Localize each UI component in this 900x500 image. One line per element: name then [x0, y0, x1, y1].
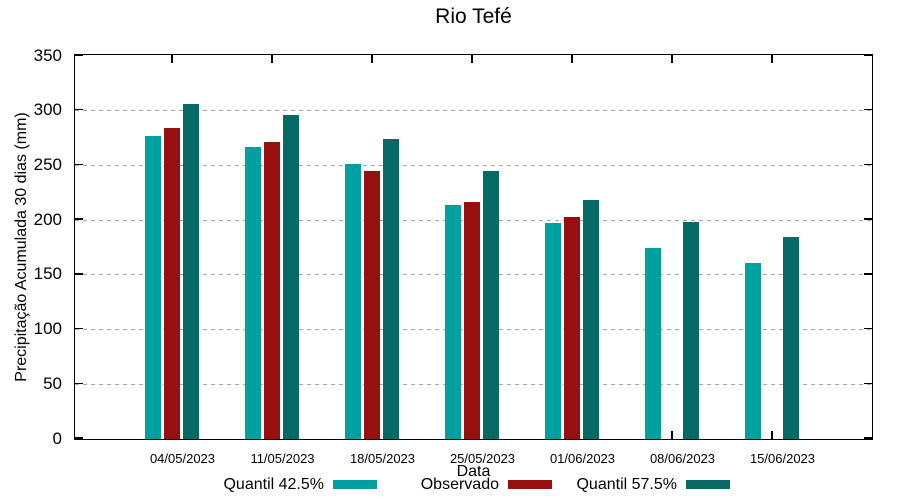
y-tick: [75, 437, 83, 439]
y-tick: [864, 218, 872, 220]
y-tick-label: 300: [33, 100, 62, 120]
y-tick: [75, 327, 83, 330]
legend-swatch-observado: [508, 479, 552, 489]
chart-title: Rio Tefé: [435, 5, 512, 28]
y-axis-label: Precipitação Acumulada 30 dias (mm): [13, 112, 30, 382]
legend-entry-observado: Observado: [420, 475, 552, 493]
y-tick: [864, 54, 872, 56]
y-gridline-250: [75, 164, 872, 166]
x-tick: [171, 55, 173, 63]
x-tick: [671, 431, 673, 439]
y-gridline-300: [75, 110, 872, 112]
y-tick: [864, 108, 872, 111]
bar-quantil-57-5-15-06-2023: [783, 236, 799, 439]
legend-entry-quantil-42-5: Quantil 42.5%: [223, 475, 377, 493]
bar-quantil-57-5-01-06-2023: [583, 200, 599, 439]
y-tick-label: 150: [33, 264, 62, 284]
x-tick: [771, 55, 773, 63]
bar-observado-18-05-2023: [364, 170, 380, 439]
x-tick-label: 01/06/2023: [549, 451, 616, 466]
y-tick-label: 250: [33, 154, 62, 174]
y-tick: [75, 273, 83, 275]
bar-quantil-42-5-25-05-2023: [445, 204, 461, 439]
x-tick: [271, 55, 273, 63]
y-tick-label: 100: [33, 319, 62, 339]
x-tick: [771, 431, 773, 439]
y-tick: [864, 382, 872, 385]
bar-quantil-42-5-11-05-2023: [245, 146, 261, 439]
x-tick: [671, 55, 673, 63]
legend-label: Observado: [420, 475, 499, 493]
x-axis-label: Data: [456, 463, 491, 480]
bar-quantil-57-5-11-05-2023: [283, 115, 299, 439]
y-tick-label: 0: [52, 428, 62, 448]
x-tick: [471, 55, 473, 63]
y-tick: [75, 108, 83, 111]
x-tick-label: 25/05/2023: [449, 451, 516, 466]
x-tick: [571, 55, 573, 63]
y-tick: [75, 218, 83, 220]
x-tick-label: 18/05/2023: [349, 451, 416, 466]
legend-entry-quantil-57-5: Quantil 57.5%: [576, 475, 730, 493]
legend-swatch-quantil-42-5: [333, 479, 377, 489]
bar-observado-01-06-2023: [564, 216, 580, 439]
bar-quantil-42-5-08-06-2023: [645, 247, 661, 439]
x-tick-label: 11/05/2023: [250, 451, 315, 466]
y-tick: [75, 163, 83, 166]
bar-quantil-57-5-04-05-2023: [183, 104, 199, 439]
x-tick: [371, 55, 373, 63]
y-tick: [75, 382, 83, 385]
y-tick: [75, 54, 83, 56]
y-tick: [864, 273, 872, 275]
y-tick: [864, 437, 872, 439]
x-tick-label: 15/06/2023: [749, 451, 816, 466]
legend-swatch-quantil-57-5: [686, 479, 730, 489]
x-tick-label: 04/05/2023: [149, 451, 216, 466]
y-tick-label: 200: [33, 209, 62, 229]
bar-observado-25-05-2023: [464, 201, 480, 439]
bar-quantil-57-5-18-05-2023: [383, 139, 399, 439]
y-tick: [864, 327, 872, 330]
bar-quantil-57-5-08-06-2023: [683, 222, 699, 439]
bar-quantil-57-5-25-05-2023: [483, 170, 499, 439]
plot-area: [74, 54, 873, 440]
x-tick-label: 08/06/2023: [649, 451, 716, 466]
bar-observado-04-05-2023: [164, 128, 180, 439]
legend-label: Quantil 42.5%: [223, 475, 324, 493]
bar-observado-11-05-2023: [264, 142, 280, 439]
y-tick: [864, 163, 872, 166]
bar-quantil-42-5-18-05-2023: [345, 164, 361, 439]
y-tick-label: 50: [43, 373, 62, 393]
bar-quantil-42-5-15-06-2023: [745, 262, 761, 439]
bar-quantil-42-5-01-06-2023: [545, 223, 561, 439]
legend-label: Quantil 57.5%: [576, 475, 677, 493]
bar-quantil-42-5-04-05-2023: [145, 135, 161, 439]
y-tick-label: 350: [33, 45, 62, 65]
